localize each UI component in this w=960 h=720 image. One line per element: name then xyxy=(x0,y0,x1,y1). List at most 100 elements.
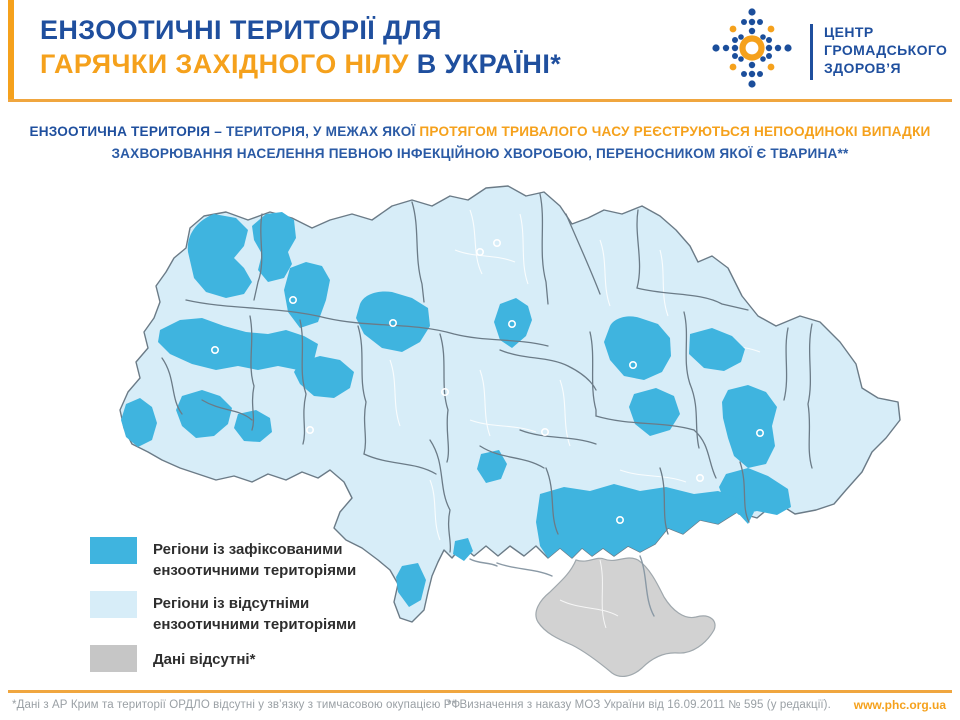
logo-divider xyxy=(810,24,813,80)
legend-item-present: Регіони із зафіксованими ензоотичними те… xyxy=(90,537,430,581)
enzootic-region-kharkiv xyxy=(689,328,745,371)
enzootic-region-odesa-coast xyxy=(396,563,426,607)
accent-bar xyxy=(8,0,14,101)
city-ring xyxy=(492,239,501,248)
city-ring xyxy=(211,345,220,354)
ukraine-choropleth-map xyxy=(119,185,901,678)
header-rule xyxy=(8,99,952,102)
oblast-border-line xyxy=(589,331,597,417)
oblast-borders xyxy=(161,193,813,553)
oblast-border-line xyxy=(636,287,749,311)
raion-border-line xyxy=(599,239,611,307)
city-markers xyxy=(211,239,792,524)
title-line1: ЕНЗООТИЧНІ ТЕРИТОРІЇ ДЛЯ xyxy=(40,15,442,45)
raion-border-line xyxy=(429,479,441,541)
coastal-spit-line xyxy=(639,555,655,617)
oblast-border-line xyxy=(479,445,545,469)
city-ring xyxy=(755,428,764,437)
oblast-border-line xyxy=(429,439,452,553)
enzootic-region-zhytomyr-sw xyxy=(356,291,430,352)
city-ring xyxy=(475,248,484,257)
oblast-border-line xyxy=(357,325,367,455)
oblast-border-line xyxy=(185,299,549,347)
city-ring xyxy=(615,515,624,524)
phc-logo-icon xyxy=(712,8,792,88)
raion-border-line xyxy=(469,419,537,433)
oblast-border-line xyxy=(545,467,559,535)
oblast-border-line xyxy=(299,319,307,445)
oblast-border-line xyxy=(499,349,597,391)
city-ring xyxy=(388,318,397,327)
page-title: ЕНЗООТИЧНІ ТЕРИТОРІЇ ДЛЯ ГАРЯЧКИ ЗАХІДНО… xyxy=(40,13,561,81)
raion-border-line xyxy=(469,209,483,275)
region-nodata-crimea xyxy=(535,557,716,678)
enzootic-region-lviv-band xyxy=(158,318,318,370)
enzootic-region-rivne-s xyxy=(284,262,330,328)
oblast-border-line xyxy=(363,453,437,475)
oblast-border-line xyxy=(249,315,255,431)
oblast-border-line xyxy=(201,399,253,421)
raion-border-line xyxy=(659,249,669,317)
footer-rule xyxy=(8,690,952,693)
oblast-border-line xyxy=(519,429,597,445)
oblast-border-line xyxy=(689,383,700,449)
org-name: ЦЕНТР ГРОМАДСЬКОГО ЗДОРОВ’Я xyxy=(824,24,948,76)
enzootic-region-volyn-e xyxy=(252,212,296,282)
enzootic-region-kharkiv-se xyxy=(722,385,777,468)
oblast-border-line xyxy=(636,209,641,289)
enzootic-region-zakarpattia xyxy=(121,398,157,447)
definition-line2: ЗАХВОРЮВАННЯ НАСЕЛЕННЯ ПЕВНОЮ ІНФЕКЦІЙНО… xyxy=(111,146,849,161)
oblast-border-line xyxy=(595,415,695,431)
coast-details xyxy=(469,555,655,617)
swatch-rect xyxy=(90,591,137,618)
website-link[interactable]: www.phc.org.ua xyxy=(853,698,946,712)
raion-border-line xyxy=(479,369,491,437)
city-ring xyxy=(695,473,704,482)
crimea-shape xyxy=(535,557,716,678)
legend-swatch-absent-icon xyxy=(90,591,137,618)
footnote-definition: ** Визначення з наказу МОЗ України від 1… xyxy=(447,699,831,711)
title-line2: ГАРЯЧКИ ЗАХІДНОГО НІЛУ В УКРАЇНІ* xyxy=(40,49,562,79)
oblast-border-line xyxy=(807,323,813,469)
enzootic-region-khmelnytskyi xyxy=(294,356,354,398)
enzootic-region-kyiv xyxy=(494,298,532,348)
legend-item-nodata: Дані відсутні* xyxy=(90,645,430,672)
city-ring xyxy=(540,427,549,436)
city-ring xyxy=(305,425,314,434)
oblast-border-line xyxy=(439,333,450,463)
oblast-border-line xyxy=(565,213,601,295)
coastal-spit-line xyxy=(469,558,498,567)
legend-label: Регіони із відсутніми ензоотичними терит… xyxy=(153,595,357,633)
city-ring xyxy=(288,295,297,304)
oblast-border-line xyxy=(411,201,425,303)
enzootic-region-volyn-w xyxy=(187,214,252,298)
legend-item-absent: Регіони із відсутніми ензоотичними терит… xyxy=(90,591,430,635)
raion-border-line xyxy=(619,469,687,483)
oblast-border-line xyxy=(161,357,183,415)
enzootic-regions-layer xyxy=(121,212,791,607)
swatch-rect xyxy=(90,645,137,672)
enzootic-region-poltava xyxy=(604,316,671,380)
oblast-border-line xyxy=(783,327,789,401)
definition-text: ЕНЗООТИЧНА ТЕРИТОРІЯ – ТЕРИТОРІЯ, У МЕЖА… xyxy=(0,121,960,165)
footnote-crimea: *Дані з АР Крим та території ОРДЛО відсу… xyxy=(12,699,464,711)
legend-label: Дані відсутні* xyxy=(153,651,256,668)
enzootic-region-odesa-liman xyxy=(453,538,473,561)
oblast-border-line xyxy=(659,467,669,535)
legend-swatch-present-icon xyxy=(90,537,137,564)
raion-border-line xyxy=(454,249,516,263)
swatch-rect xyxy=(90,537,137,564)
city-ring xyxy=(440,387,449,396)
legend-swatch-nodata-icon xyxy=(90,645,137,672)
city-ring xyxy=(783,278,792,287)
logo-ring xyxy=(739,35,765,61)
raion-border-line xyxy=(519,213,529,285)
oblast-border-line xyxy=(693,429,717,479)
oblast-border-line xyxy=(253,213,263,301)
raion-border-line xyxy=(559,379,571,447)
map-legend: Регіони із зафіксованими ензоотичними те… xyxy=(90,537,430,672)
enzootic-region-dnipro-n xyxy=(629,388,680,436)
definition-line1: ЕНЗООТИЧНА ТЕРИТОРІЯ – ТЕРИТОРІЯ, У МЕЖА… xyxy=(29,124,931,139)
enzootic-region-south-band xyxy=(536,484,754,558)
raion-border-line xyxy=(389,359,401,427)
